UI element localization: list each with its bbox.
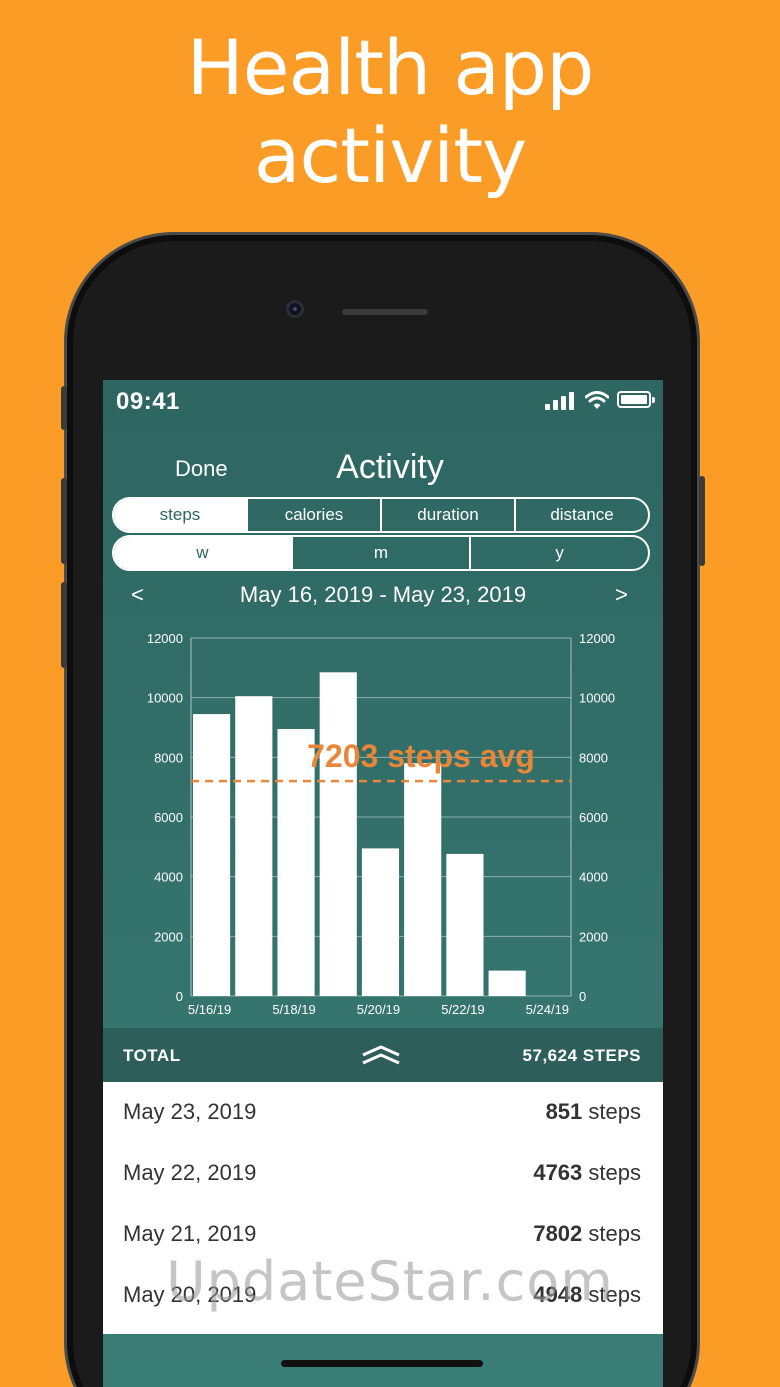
- bar-5/16/19: [193, 714, 231, 996]
- volume-down-button: [61, 582, 67, 668]
- y-tick-label-left: 0: [176, 989, 183, 1004]
- list-item-unit: steps: [588, 1160, 641, 1185]
- next-range-button[interactable]: >: [615, 582, 628, 607]
- tab-year[interactable]: y: [469, 537, 648, 569]
- volume-up-button: [61, 478, 67, 564]
- total-label: TOTAL: [123, 1046, 181, 1065]
- y-tick-label-right: 6000: [579, 810, 608, 825]
- page-title: Activity: [336, 448, 444, 486]
- y-tick-label-left: 10000: [147, 691, 183, 706]
- power-button: [699, 476, 705, 566]
- list-item[interactable]: May 20, 2019 4948 steps: [103, 1265, 663, 1326]
- tab-month[interactable]: m: [290, 537, 470, 569]
- status-time: 09:41: [116, 388, 180, 415]
- daily-steps-list: May 23, 2019 851 steps May 22, 2019 4763…: [103, 1082, 663, 1334]
- y-tick-label-left: 6000: [154, 810, 183, 825]
- wifi-icon: [585, 391, 609, 409]
- tab-week[interactable]: w: [114, 537, 291, 569]
- y-tick-label-left: 2000: [154, 929, 183, 944]
- list-item-unit: steps: [588, 1282, 641, 1307]
- x-tick-label: 5/22/19: [441, 1002, 484, 1017]
- cellular-signal-icon: [545, 392, 574, 410]
- watermark: UpdateStar.com: [166, 1250, 614, 1313]
- headline: Health app activity: [0, 24, 780, 200]
- y-tick-label-right: 8000: [579, 750, 608, 765]
- date-range-navigator: < May 16, 2019 - May 23, 2019 >: [103, 580, 663, 610]
- home-indicator[interactable]: [281, 1360, 483, 1367]
- list-item[interactable]: May 22, 2019 4763 steps: [103, 1143, 663, 1204]
- bar-5/22/19: [446, 853, 484, 996]
- list-item-steps: 4763 steps: [533, 1160, 641, 1186]
- bar-5/18/19: [277, 728, 315, 996]
- list-item-count: 7802: [533, 1221, 583, 1246]
- front-camera: [286, 300, 304, 318]
- list-item-steps: 851 steps: [546, 1099, 641, 1125]
- bar-5/17/19: [235, 696, 273, 996]
- earpiece-speaker: [342, 309, 428, 315]
- list-item-count: 4948: [533, 1282, 583, 1307]
- headline-line-1: Health app: [186, 23, 595, 112]
- list-item-date: May 21, 2019: [123, 1221, 257, 1246]
- y-tick-label-right: 4000: [579, 870, 608, 885]
- list-item-date: May 20, 2019: [123, 1282, 257, 1307]
- y-tick-label-left: 4000: [154, 870, 183, 885]
- list-item-date: May 23, 2019: [123, 1099, 257, 1124]
- bar-5/19/19: [319, 672, 357, 996]
- tab-distance[interactable]: distance: [514, 499, 648, 531]
- status-bar: 09:41: [103, 380, 663, 424]
- headline-line-2: activity: [253, 111, 527, 200]
- double-chevron-up-icon[interactable]: [361, 1045, 401, 1065]
- tab-duration[interactable]: duration: [380, 499, 514, 531]
- x-tick-label: 5/18/19: [272, 1002, 315, 1017]
- x-tick-label: 5/20/19: [357, 1002, 400, 1017]
- y-tick-label-left: 8000: [154, 750, 183, 765]
- list-item-unit: steps: [588, 1099, 641, 1124]
- previous-range-button[interactable]: <: [131, 582, 144, 607]
- steps-bar-chart: 0 0 2000 2000 4000 4000 6000 6000 8000 8000 10000 1…: [147, 631, 615, 1017]
- tab-calories[interactable]: calories: [246, 499, 380, 531]
- list-item-date: May 22, 2019: [123, 1160, 257, 1185]
- bar-5/23/19: [488, 970, 526, 996]
- average-label: 7203 steps avg: [307, 738, 535, 774]
- bar-5/20/19: [361, 848, 400, 996]
- y-tick-label-right: 2000: [579, 929, 608, 944]
- list-item-steps: 7802 steps: [533, 1221, 641, 1247]
- app-screen: 09:41 Done Activity steps calories durat…: [103, 380, 663, 1387]
- list-item-count: 851: [545, 1099, 583, 1124]
- x-tick-label: 5/16/19: [188, 1002, 231, 1017]
- y-tick-label-right: 12000: [579, 631, 615, 646]
- tab-steps[interactable]: steps: [114, 499, 246, 531]
- list-item-steps: 4948 steps: [533, 1282, 641, 1308]
- bar-5/21/19: [404, 763, 442, 996]
- date-range-label: May 16, 2019 - May 23, 2019: [239, 582, 527, 607]
- x-tick-label: 5/24/19: [526, 1002, 569, 1017]
- y-tick-label-right: 10000: [579, 691, 615, 706]
- list-item[interactable]: May 23, 2019 851 steps: [103, 1082, 663, 1143]
- total-value: 57,624 STEPS: [522, 1046, 641, 1065]
- y-tick-label-left: 12000: [147, 631, 183, 646]
- battery-icon: [617, 391, 655, 408]
- done-button[interactable]: Done: [175, 456, 228, 481]
- list-item-unit: steps: [588, 1221, 641, 1246]
- total-summary-bar: TOTAL 57,624 STEPS: [103, 1028, 663, 1082]
- period-segmented-control: w m y: [112, 535, 650, 571]
- list-item[interactable]: May 21, 2019 7802 steps: [103, 1204, 663, 1265]
- y-tick-label-right: 0: [579, 989, 586, 1004]
- mute-switch: [61, 386, 67, 430]
- list-item-count: 4763: [533, 1160, 583, 1185]
- metric-segmented-control: steps calories duration distance: [112, 497, 650, 533]
